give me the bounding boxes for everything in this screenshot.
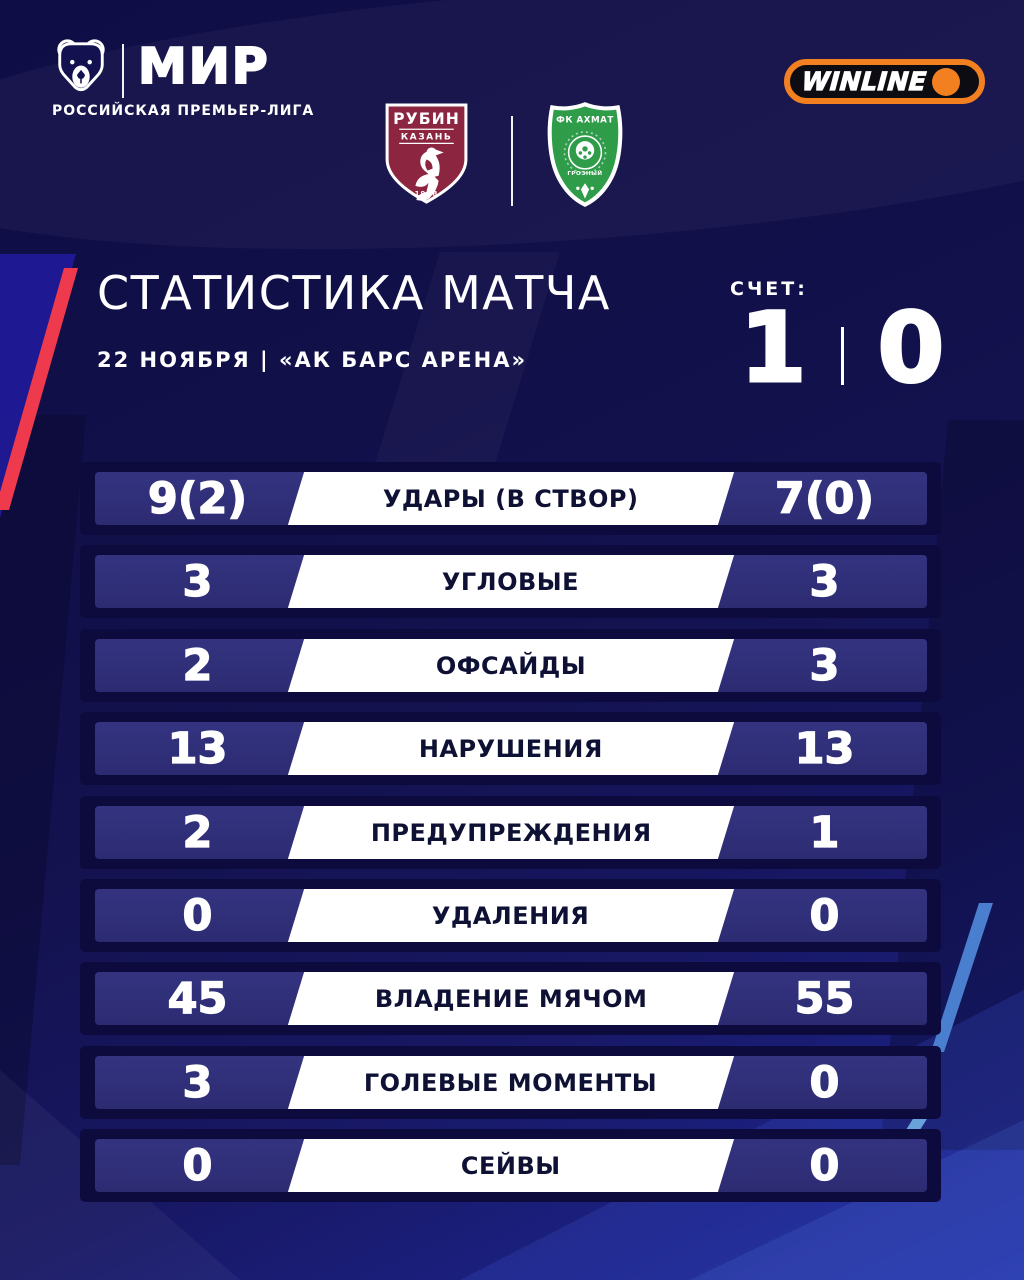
stat-row: УДАРЫ (В СТВОР) 9(2) 7(0) [0, 462, 1024, 535]
crest-divider [511, 116, 513, 206]
stat-label-plate: УГЛОВЫЕ [287, 555, 735, 608]
home-value: 3 [182, 556, 213, 607]
stat-label: ГОЛЕВЫЕ МОМЕНТЫ [364, 1068, 658, 1097]
stat-row: ПРЕДУПРЕЖДЕНИЯ 2 1 [0, 796, 1024, 869]
home-value: 45 [167, 973, 228, 1024]
away-value: 3 [809, 556, 840, 607]
away-value: 3 [809, 640, 840, 691]
away-value: 0 [809, 1057, 840, 1108]
stat-row: УГЛОВЫЕ 3 3 [0, 545, 1024, 618]
date-venue: 22 НОЯБРЯ | «АК БАРС АРЕНА» [97, 348, 528, 372]
stat-label-plate: ГОЛЕВЫЕ МОМЕНТЫ [287, 1056, 735, 1109]
home-value: 0 [182, 890, 213, 941]
stat-label: НАРУШЕНИЯ [419, 734, 603, 763]
stat-label-plate: НАРУШЕНИЯ [287, 722, 735, 775]
stat-row: ГОЛЕВЫЕ МОМЕНТЫ 3 0 [0, 1046, 1024, 1119]
stat-label: ПРЕДУПРЕЖДЕНИЯ [370, 818, 652, 847]
svg-text:ФК АХМАТ: ФК АХМАТ [556, 116, 614, 126]
stat-label: УДАЛЕНИЯ [432, 901, 590, 930]
stat-label: УДАРЫ (В СТВОР) [383, 484, 639, 513]
logo-divider [122, 44, 124, 98]
svg-text:ГРОЗНЫЙ: ГРОЗНЫЙ [567, 169, 602, 177]
away-score: 0 [876, 292, 946, 404]
winline-dot-icon [931, 67, 960, 96]
rubin-crest-icon: РУБИН КАЗАНЬ 1958 [385, 103, 468, 208]
stat-label: ВЛАДЕНИЕ МЯЧОМ [374, 984, 648, 1013]
svg-text:1958: 1958 [415, 189, 439, 198]
stat-label-plate: УДАЛЕНИЯ [287, 889, 735, 942]
stat-row: ВЛАДЕНИЕ МЯЧОМ 45 55 [0, 962, 1024, 1035]
away-value: 13 [794, 723, 855, 774]
stat-row: НАРУШЕНИЯ 13 13 [0, 712, 1024, 785]
home-score: 1 [738, 292, 808, 404]
stat-row: ОФСАЙДЫ 2 3 [0, 629, 1024, 702]
stat-row: УДАЛЕНИЯ 0 0 [0, 879, 1024, 952]
away-value: 0 [809, 1140, 840, 1191]
stat-label: ОФСАЙДЫ [435, 651, 587, 680]
stat-label-plate: ВЛАДЕНИЕ МЯЧОМ [287, 972, 735, 1025]
away-value: 0 [809, 890, 840, 941]
page-title: СТАТИСТИКА МАТЧА [97, 266, 611, 320]
winline-logo: WINLINE [784, 59, 985, 104]
stat-label-plate: СЕЙВЫ [287, 1139, 735, 1192]
home-value: 0 [182, 1140, 213, 1191]
home-value: 2 [182, 640, 213, 691]
mir-wordmark: МИР [137, 37, 270, 96]
rpl-bear-logo-icon [52, 35, 110, 101]
score-divider [840, 326, 844, 385]
stat-label: СЕЙВЫ [461, 1151, 561, 1180]
stat-label-plate: ОФСАЙДЫ [287, 639, 735, 692]
away-value: 7(0) [774, 473, 875, 524]
away-value: 1 [809, 807, 840, 858]
svg-text:КАЗАНЬ: КАЗАНЬ [401, 132, 453, 142]
score-label: СЧЕТ: [730, 278, 808, 300]
akhmat-crest-icon: ФК АХМАТ ГРОЗНЫЙ [544, 101, 626, 212]
stat-label: УГЛОВЫЕ [442, 567, 580, 596]
stat-label-plate: УДАРЫ (В СТВОР) [287, 472, 735, 525]
winline-wordmark: WINLINE [800, 66, 928, 96]
svg-text:РУБИН: РУБИН [393, 109, 460, 128]
league-name: РОССИЙСКАЯ ПРЕМЬЕР-ЛИГА [52, 103, 315, 119]
stat-label-plate: ПРЕДУПРЕЖДЕНИЯ [287, 806, 735, 859]
home-value: 9(2) [147, 473, 248, 524]
home-value: 13 [167, 723, 228, 774]
home-value: 3 [182, 1057, 213, 1108]
stat-row: СЕЙВЫ 0 0 [0, 1129, 1024, 1202]
home-value: 2 [182, 807, 213, 858]
away-value: 55 [794, 973, 855, 1024]
score-block: 1 0 [712, 292, 972, 404]
